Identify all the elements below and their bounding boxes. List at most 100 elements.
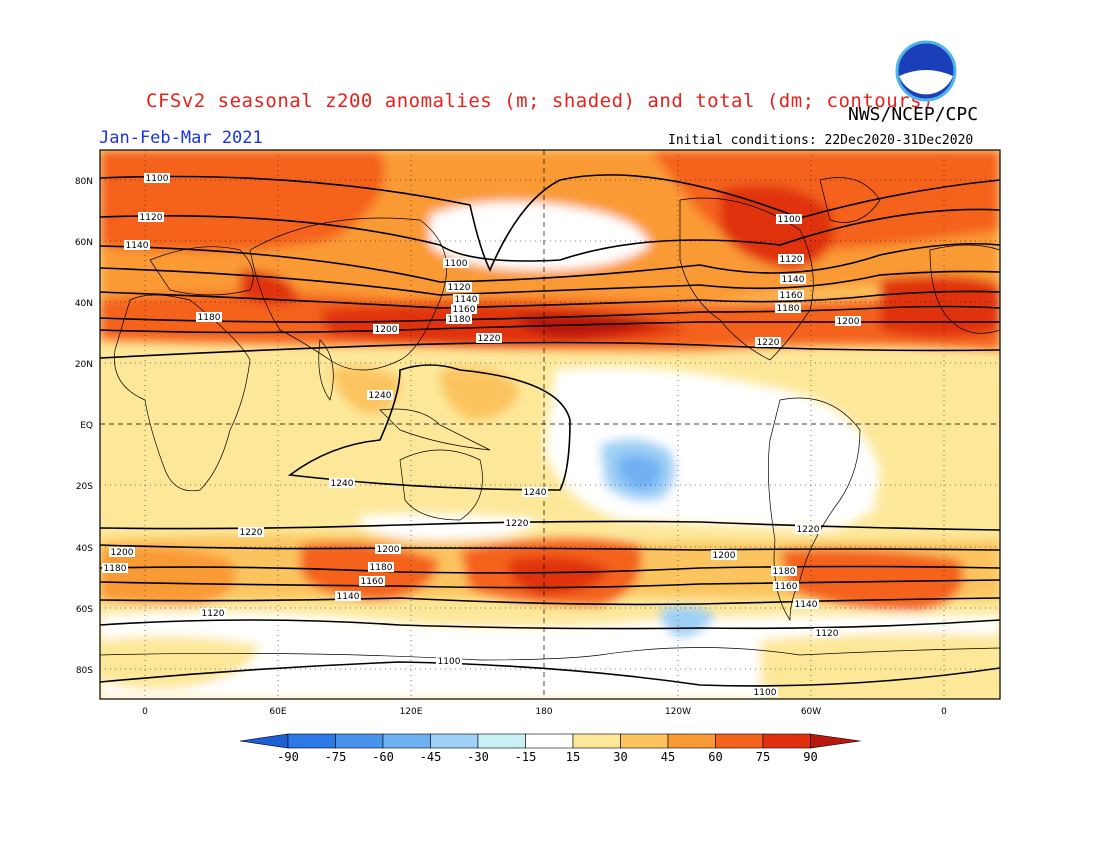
lat-tick-label: 20S bbox=[76, 482, 93, 492]
contour-label: 1240 bbox=[329, 478, 355, 489]
svg-text:1120: 1120 bbox=[780, 255, 803, 265]
contour-label: 1140 bbox=[453, 294, 479, 305]
organization-label: NWS/NCEP/CPC bbox=[848, 104, 979, 125]
anomaly-shading bbox=[100, 150, 1000, 699]
colorbar-level-label: -15 bbox=[515, 750, 537, 764]
lat-tick-label: 40S bbox=[76, 544, 93, 554]
contour-label: 1200 bbox=[109, 547, 135, 558]
svg-text:1160: 1160 bbox=[453, 305, 476, 315]
contour-label: 1200 bbox=[375, 544, 401, 555]
svg-text:1200: 1200 bbox=[111, 548, 134, 558]
colorbar-max-arrow bbox=[810, 733, 861, 749]
svg-text:1180: 1180 bbox=[370, 563, 393, 573]
svg-text:1200: 1200 bbox=[375, 325, 398, 335]
lon-tick-label: 60E bbox=[269, 707, 286, 717]
contour-label: 1100 bbox=[144, 173, 170, 184]
contour-label: 1160 bbox=[773, 581, 799, 592]
colorbar-swatch bbox=[335, 733, 384, 749]
lon-tick-label: 180 bbox=[535, 707, 552, 717]
svg-text:1240: 1240 bbox=[524, 488, 547, 498]
lon-tick-label: 60W bbox=[801, 707, 821, 717]
contour-label: 1160 bbox=[451, 304, 477, 315]
colorbar-level-label: 30 bbox=[613, 750, 627, 764]
contour-label: 1140 bbox=[780, 274, 806, 285]
chart-title: CFSv2 seasonal z200 anomalies (m; shaded… bbox=[146, 90, 934, 112]
svg-text:1100: 1100 bbox=[778, 215, 801, 225]
svg-text:1220: 1220 bbox=[506, 519, 529, 529]
svg-text:1120: 1120 bbox=[202, 609, 225, 619]
contour-label: 1240 bbox=[522, 487, 548, 498]
contour-label: 1140 bbox=[124, 240, 150, 251]
lat-tick-label: 20N bbox=[75, 360, 93, 370]
contour-label: 1120 bbox=[138, 212, 164, 223]
contour-label: 1200 bbox=[835, 316, 861, 327]
svg-text:1140: 1140 bbox=[455, 295, 478, 305]
lon-tick-label: 0 bbox=[142, 707, 148, 717]
contour-label: 1220 bbox=[755, 337, 781, 348]
colorbar-level-label: 90 bbox=[803, 750, 817, 764]
colorbar-level-label: -45 bbox=[420, 750, 442, 764]
contour-label: 1220 bbox=[476, 333, 502, 344]
svg-text:1160: 1160 bbox=[361, 577, 384, 587]
contour-label: 1200 bbox=[373, 324, 399, 335]
colorbar-swatch bbox=[572, 733, 621, 749]
svg-text:1160: 1160 bbox=[780, 291, 803, 301]
contour-label: 1120 bbox=[446, 282, 472, 293]
svg-text:1200: 1200 bbox=[837, 317, 860, 327]
svg-text:1100: 1100 bbox=[146, 174, 169, 184]
contour-label: 1220 bbox=[238, 527, 264, 538]
colorbar-level-label: 15 bbox=[566, 750, 580, 764]
svg-text:1140: 1140 bbox=[337, 592, 360, 602]
svg-text:1140: 1140 bbox=[782, 275, 805, 285]
contour-label: 1180 bbox=[771, 566, 797, 577]
colorbar-swatch bbox=[382, 733, 431, 749]
contour-label: 1100 bbox=[436, 656, 462, 667]
contour-label: 1200 bbox=[711, 550, 737, 561]
graticule bbox=[100, 150, 1000, 699]
colorbar-swatch bbox=[430, 733, 479, 749]
svg-text:1240: 1240 bbox=[369, 391, 392, 401]
colorbar-swatch bbox=[525, 733, 574, 749]
contour-label: 1100 bbox=[776, 214, 802, 225]
contour-label: 1220 bbox=[795, 524, 821, 535]
svg-text:1240: 1240 bbox=[331, 479, 354, 489]
svg-text:1200: 1200 bbox=[713, 551, 736, 561]
colorbar-min-arrow bbox=[239, 733, 289, 749]
svg-text:1100: 1100 bbox=[438, 657, 461, 667]
colorbar-swatch bbox=[715, 733, 764, 749]
svg-text:1120: 1120 bbox=[816, 629, 839, 639]
lat-axis: 80N 60N 40N 20N EQ 20S 40S 60S 80S bbox=[75, 177, 93, 676]
contour-label: 1160 bbox=[778, 290, 804, 301]
initial-conditions-label: Initial conditions: 22Dec2020-31Dec2020 bbox=[668, 133, 974, 148]
svg-text:1220: 1220 bbox=[797, 525, 820, 535]
lon-tick-label: 0 bbox=[941, 707, 947, 717]
colorbar-level-label: -60 bbox=[372, 750, 394, 764]
lat-tick-label: 80S bbox=[76, 666, 93, 676]
contour-label: 1180 bbox=[446, 314, 472, 325]
lon-tick-label: 120W bbox=[665, 707, 691, 717]
colorbar-level-label: 60 bbox=[708, 750, 722, 764]
colorbar-swatch bbox=[620, 733, 669, 749]
svg-text:1100: 1100 bbox=[754, 688, 777, 698]
contour-label: 1100 bbox=[443, 258, 469, 269]
contour-label: 1140 bbox=[793, 599, 819, 610]
svg-text:1220: 1220 bbox=[478, 334, 501, 344]
colorbar-swatch bbox=[477, 733, 526, 749]
lon-axis: 0 60E 120E 180 120W 60W 0 bbox=[142, 707, 947, 717]
lon-tick-label: 120E bbox=[400, 707, 423, 717]
contour-label: 1120 bbox=[814, 628, 840, 639]
svg-text:1200: 1200 bbox=[377, 545, 400, 555]
season-label: Jan-Feb-Mar 2021 bbox=[99, 128, 263, 148]
svg-text:1120: 1120 bbox=[448, 283, 471, 293]
colorbar-swatch bbox=[667, 733, 716, 749]
colorbar-level-label: 75 bbox=[756, 750, 770, 764]
colorbar-swatch bbox=[287, 733, 336, 749]
lat-tick-label: 40N bbox=[75, 299, 93, 309]
svg-text:1180: 1180 bbox=[777, 304, 800, 314]
equator-dateline bbox=[100, 150, 1000, 699]
colorbar-level-label: -90 bbox=[277, 750, 299, 764]
contour-label: 1120 bbox=[200, 608, 226, 619]
lat-tick-label: EQ bbox=[80, 421, 93, 431]
colorbar-level-label: -75 bbox=[325, 750, 347, 764]
